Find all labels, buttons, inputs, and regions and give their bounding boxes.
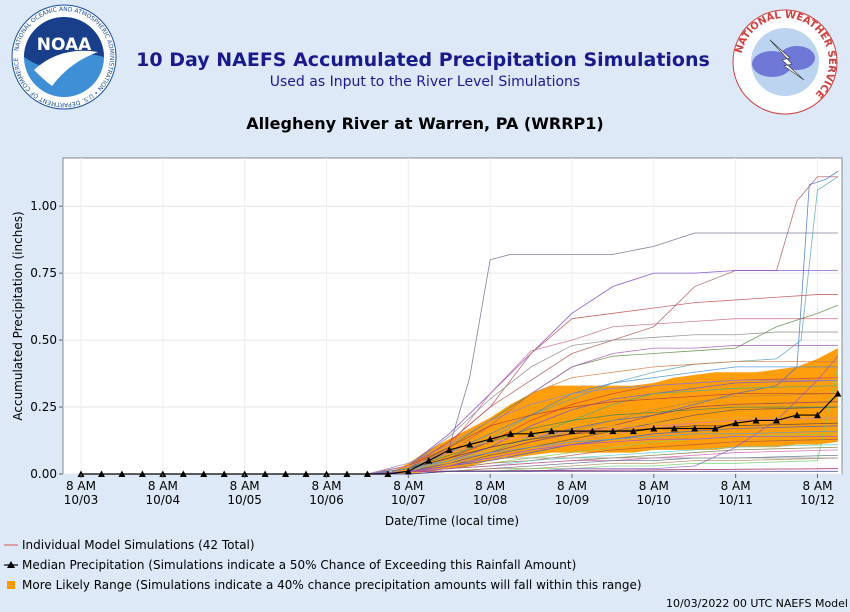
individual-simulation-line	[367, 406, 838, 475]
median-point	[97, 470, 105, 477]
median-point	[322, 470, 330, 477]
median-point	[711, 424, 719, 432]
individual-simulation-line	[367, 270, 838, 475]
x-tick-time: 8 AM	[557, 479, 587, 493]
individual-simulation-line	[367, 393, 838, 475]
x-tick-time: 8 AM	[230, 479, 260, 493]
x-tick-time: 8 AM	[148, 479, 178, 493]
legend-item-band: More Likely Range (Simulations indicate …	[7, 578, 642, 592]
median-point	[752, 416, 760, 424]
median-point	[793, 411, 801, 419]
legend: Individual Model Simulations (42 Total) …	[4, 538, 642, 592]
median-point	[650, 424, 658, 432]
individual-simulation-line	[367, 449, 838, 475]
x-tick-date: 10/07	[391, 493, 426, 507]
median-line	[77, 390, 842, 477]
median-point	[732, 419, 740, 427]
median-point	[834, 390, 842, 397]
median-point	[138, 470, 146, 477]
median-point	[179, 470, 187, 477]
x-tick-date: 10/04	[146, 493, 181, 507]
median-point	[445, 446, 453, 453]
station-name: Allegheny River at Warren, PA (WRRP1)	[246, 114, 603, 133]
median-point	[773, 416, 781, 424]
individual-simulation-line	[367, 176, 839, 475]
x-tick-time: 8 AM	[311, 479, 341, 493]
median-point	[609, 427, 617, 435]
median-point	[548, 427, 556, 435]
median-point	[363, 470, 371, 477]
x-tick-time: 8 AM	[475, 479, 505, 493]
median-point	[527, 430, 535, 437]
legend-band-label: More Likely Range (Simulations indicate …	[22, 578, 642, 592]
median-point	[384, 470, 392, 477]
median-point	[200, 470, 208, 477]
median-point	[813, 411, 821, 419]
x-tick-date: 10/05	[227, 493, 262, 507]
x-tick-date: 10/10	[636, 493, 671, 507]
page-title: 10 Day NAEFS Accumulated Precipitation S…	[136, 49, 710, 71]
median-point	[220, 470, 228, 477]
median-point	[425, 457, 433, 464]
median-point	[404, 467, 412, 475]
individual-simulation-line	[367, 436, 838, 475]
legend-item-individual: Individual Model Simulations (42 Total)	[4, 538, 255, 552]
page-subtitle: Used as Input to the River Level Simulat…	[270, 74, 580, 90]
legend-item-median: Median Precipitation (Simulations indica…	[4, 558, 576, 572]
y-axis: 0.00 0.25 0.50 0.75 1.00	[30, 199, 63, 481]
median-point	[302, 470, 310, 477]
x-tick-date: 10/12	[800, 493, 835, 507]
median-point	[118, 470, 126, 477]
x-axis-label: Date/Time (local time)	[385, 514, 519, 528]
noaa-logo-text: NOAA	[37, 35, 92, 55]
x-tick-time: 8 AM	[721, 479, 751, 493]
median-point	[466, 441, 474, 448]
individual-simulation-line	[367, 430, 838, 475]
x-tick-date: 10/09	[555, 493, 590, 507]
individual-simulation-line	[367, 379, 838, 475]
model-run-footer: 10/03/2022 00 UTC NAEFS Model	[666, 597, 848, 610]
y-axis-label: Accumulated Precipitation (inches)	[11, 211, 25, 420]
y-tick-label: 0.50	[30, 333, 57, 347]
individual-simulation-line	[367, 470, 838, 475]
legend-individual-label: Individual Model Simulations (42 Total)	[22, 538, 255, 552]
y-tick-label: 1.00	[30, 199, 57, 213]
median-point	[261, 470, 269, 477]
median-point	[159, 470, 167, 477]
x-tick-date: 10/11	[718, 493, 753, 507]
nws-logo: NATIONAL WEATHER SERVICE	[732, 9, 838, 115]
x-tick-date: 10/06	[309, 493, 344, 507]
legend-median-label: Median Precipitation (Simulations indica…	[22, 558, 576, 572]
y-tick-label: 0.75	[30, 266, 57, 280]
median-point	[241, 470, 249, 477]
triangle-marker-icon	[7, 561, 15, 568]
x-tick-time: 8 AM	[802, 479, 832, 493]
y-tick-label: 0.00	[30, 467, 57, 481]
median-point	[691, 424, 699, 432]
median-point	[486, 435, 494, 443]
median-point	[343, 470, 351, 477]
individual-simulation-line	[367, 294, 838, 475]
x-tick-time: 8 AM	[66, 479, 96, 493]
median-point	[77, 470, 85, 477]
median-point	[568, 427, 576, 435]
median-polyline	[81, 393, 839, 475]
x-tick-date: 10/03	[64, 493, 99, 507]
x-tick-time: 8 AM	[639, 479, 669, 493]
median-point	[588, 427, 596, 435]
median-point	[507, 430, 515, 437]
median-point	[282, 470, 290, 477]
x-tick-time: 8 AM	[393, 479, 423, 493]
individual-simulation-line	[367, 331, 838, 475]
legend-band-swatch	[7, 581, 15, 589]
x-tick-date: 10/08	[473, 493, 508, 507]
noaa-logo: NOAA NATIONAL OCEANIC AND ATMOSPHERIC AD…	[11, 4, 117, 110]
median-point	[629, 427, 637, 435]
median-point	[670, 424, 678, 432]
y-tick-label: 0.25	[30, 400, 57, 414]
